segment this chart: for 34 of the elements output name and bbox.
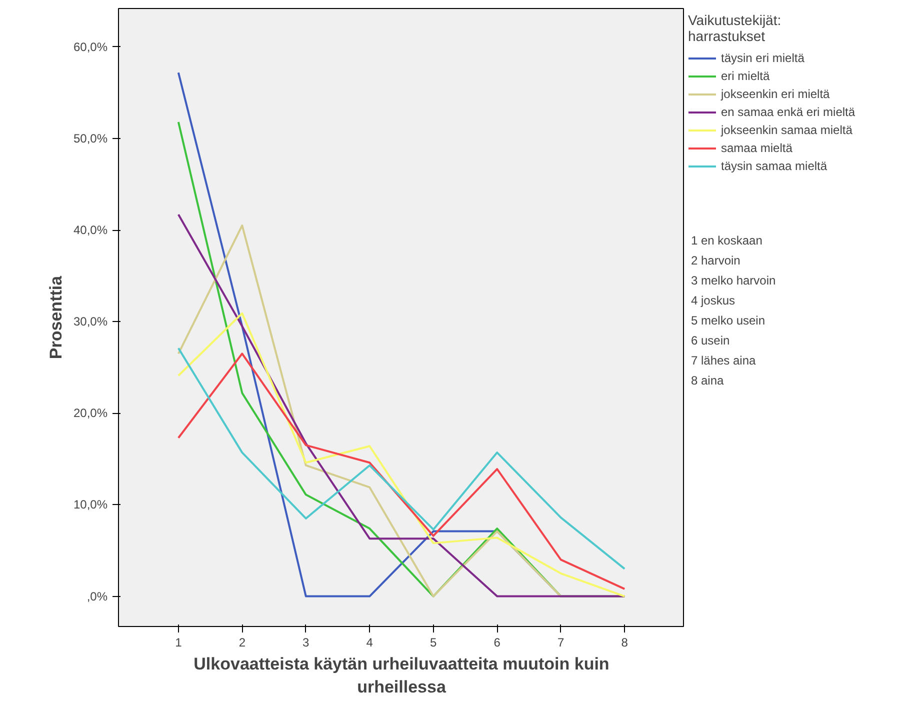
text: 8 aina bbox=[690, 374, 724, 388]
line-series bbox=[177, 312, 626, 598]
legend-label: jokseenkin eri mieltä bbox=[721, 86, 830, 103]
legend-label: täysin eri mieltä bbox=[721, 50, 804, 67]
y-tick-label: 40,0% bbox=[73, 223, 108, 238]
x-tick-label: 7 bbox=[558, 636, 565, 650]
legend-title: Vaikutustekijät: harrastukset bbox=[688, 12, 782, 44]
y-tick-label: 30,0% bbox=[73, 314, 108, 329]
y-axis-title: Prosenttia bbox=[46, 275, 66, 360]
x-tick-label: 2 bbox=[238, 636, 246, 650]
x-tick-label: 3 bbox=[302, 636, 310, 650]
x-tick-label: 8 bbox=[621, 636, 628, 650]
text: 6 usein bbox=[690, 334, 730, 348]
text: 7 lähes aina bbox=[690, 354, 756, 368]
x-tick-label: 6 bbox=[494, 636, 501, 650]
y-tick-label: 60,0% bbox=[73, 40, 108, 54]
x-axis-title: Ulkovaatteista käytän urheiluvaatteita muutoin kuin urheillessa bbox=[194, 654, 610, 696]
legend-label: eri mieltä bbox=[721, 68, 770, 85]
legend-label: jokseenkin samaa mieltä bbox=[721, 122, 852, 139]
legend-label: täysin samaa mieltä bbox=[721, 158, 828, 175]
x-tick-label: 4 bbox=[366, 636, 374, 650]
x-tick-label: 5 bbox=[430, 636, 438, 650]
legend-label: samaa mieltä bbox=[721, 140, 792, 157]
text: 1 en koskaan bbox=[690, 234, 762, 248]
y-tick-label: ,0% bbox=[86, 589, 108, 604]
y-tick-label: 10,0% bbox=[73, 498, 108, 512]
legend-label: en samaa enkä eri mieltä bbox=[721, 104, 856, 121]
text: 2 harvoin bbox=[690, 254, 740, 268]
y-tick-label: 50,0% bbox=[73, 132, 108, 146]
y-tick-label: 20,0% bbox=[73, 406, 108, 420]
text: 5 melko usein bbox=[690, 314, 766, 328]
text: 4 joskus bbox=[690, 294, 736, 308]
text: 3 melko harvoin bbox=[690, 274, 776, 288]
x-tick-label: 1 bbox=[175, 636, 182, 650]
